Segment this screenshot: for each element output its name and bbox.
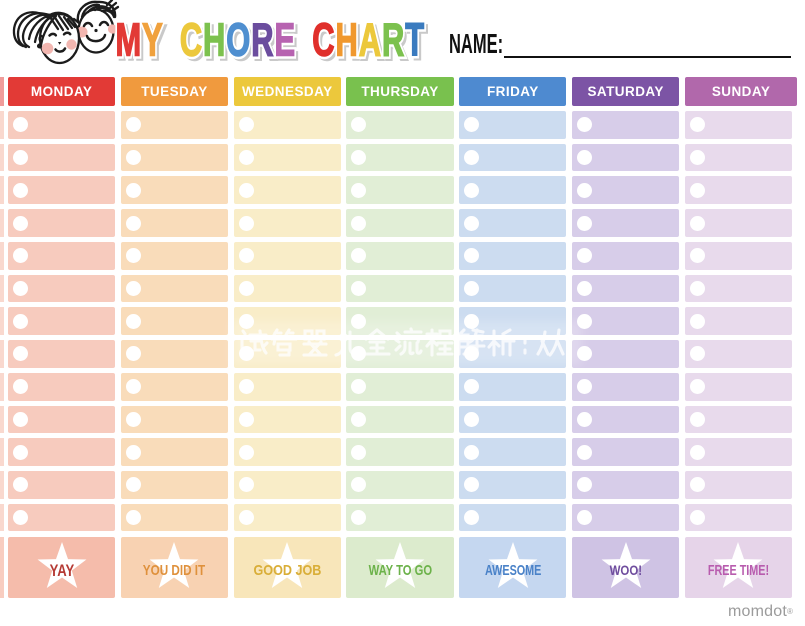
svg-text:H: H — [203, 16, 225, 67]
svg-text:A: A — [361, 19, 383, 70]
svg-text:R: R — [254, 19, 276, 70]
svg-text:H: H — [338, 19, 360, 70]
svg-text:T: T — [405, 16, 424, 67]
svg-text:Y: Y — [145, 19, 166, 70]
svg-text:H: H — [335, 16, 357, 67]
svg-text:E: E — [277, 19, 298, 70]
svg-text:C: C — [183, 19, 205, 70]
svg-text:H: H — [335, 16, 357, 67]
svg-text:C: C — [312, 16, 334, 67]
svg-text:M: M — [116, 16, 142, 67]
svg-text:O: O — [229, 19, 253, 70]
svg-text:E: E — [275, 16, 296, 67]
svg-text:C: C — [180, 16, 202, 67]
svg-text:A: A — [359, 16, 381, 67]
svg-text:H: H — [203, 16, 225, 67]
svg-text:O: O — [226, 16, 250, 67]
svg-text:T: T — [405, 16, 424, 67]
svg-text:R: R — [382, 16, 404, 67]
svg-text:M: M — [118, 19, 144, 70]
svg-text:R: R — [385, 19, 407, 70]
svg-text:R: R — [251, 16, 273, 67]
svg-text:T: T — [408, 19, 427, 70]
svg-text:O: O — [226, 16, 250, 67]
svg-text:R: R — [382, 16, 404, 67]
svg-text:R: R — [251, 16, 273, 67]
svg-text:Y: Y — [142, 16, 163, 67]
svg-text:C: C — [315, 19, 337, 70]
svg-text:C: C — [312, 16, 334, 67]
svg-text:C: C — [180, 16, 202, 67]
svg-text:M: M — [116, 16, 142, 67]
svg-text:A: A — [359, 16, 381, 67]
svg-text:Y: Y — [142, 16, 163, 67]
svg-text:E: E — [275, 16, 296, 67]
svg-text:H: H — [206, 19, 228, 70]
